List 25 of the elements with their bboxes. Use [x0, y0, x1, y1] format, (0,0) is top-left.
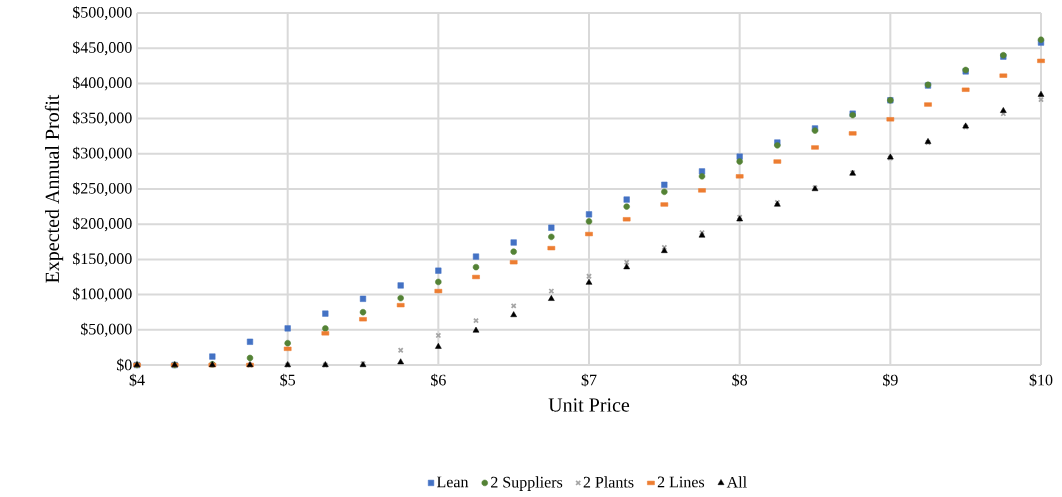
x-tick-label: $6 [431, 373, 446, 387]
x-tick-label: $10 [1029, 373, 1053, 387]
y-tick-label: $0 [116, 358, 132, 372]
x-tick-label: $9 [883, 373, 898, 387]
legend-label: 2 Lines [657, 476, 705, 488]
y-tick-label: $50,000 [80, 322, 132, 337]
y-tick-label: $150,000 [72, 252, 132, 267]
y-axis-title: Expected Annual Profit [44, 94, 64, 283]
y-tick-label: $250,000 [72, 181, 132, 197]
y-tick-label: $400,000 [72, 76, 132, 91]
y-tick-label: $300,000 [72, 146, 132, 161]
y-tick-label: $200,000 [72, 217, 132, 232]
legend-label: All [726, 476, 747, 488]
legend-label: 2 Suppliers [491, 476, 563, 491]
x-tick-label: $5 [280, 373, 296, 387]
legend-label: Lean [436, 476, 469, 488]
y-tick-label: $450,000 [72, 41, 132, 56]
y-tick-label: $100,000 [72, 287, 132, 302]
x-tick-label: $4 [129, 373, 145, 387]
x-tick-label: $7 [581, 373, 597, 387]
x-tick-label: $8 [732, 373, 748, 387]
legend-label: 2 Plants [583, 476, 634, 488]
y-tick-label: $350,000 [72, 111, 132, 126]
x-axis-title: Unit Price [548, 398, 630, 412]
y-tick-label: $500,000 [72, 5, 132, 21]
